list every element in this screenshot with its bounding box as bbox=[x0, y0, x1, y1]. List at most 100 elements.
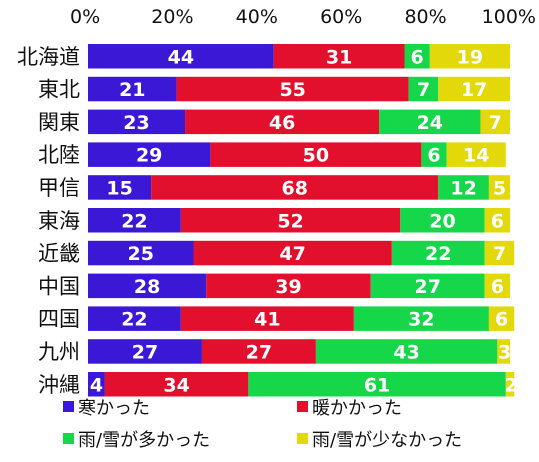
x-tick-label: 20% bbox=[151, 6, 193, 28]
data-label: 5 bbox=[493, 177, 506, 199]
data-label: 6 bbox=[411, 46, 424, 68]
bar-segment bbox=[88, 372, 105, 397]
data-label: 52 bbox=[277, 210, 303, 232]
bar-segment bbox=[484, 240, 515, 266]
data-label: 2 bbox=[504, 374, 517, 396]
bar-segment bbox=[88, 44, 274, 69]
bar-segment bbox=[404, 44, 430, 69]
bar-segment bbox=[88, 175, 152, 200]
bar-segment bbox=[104, 372, 249, 397]
data-label: 68 bbox=[282, 177, 308, 199]
data-label: 29 bbox=[136, 145, 162, 167]
data-label: 43 bbox=[393, 341, 419, 363]
data-label: 25 bbox=[128, 243, 154, 265]
data-label: 4 bbox=[90, 374, 103, 396]
data-label: 3 bbox=[498, 341, 511, 363]
bar-segment bbox=[180, 208, 401, 233]
data-label: 6 bbox=[495, 309, 508, 331]
bar-segment bbox=[315, 339, 498, 364]
data-label: 6 bbox=[491, 276, 504, 298]
bar-segment bbox=[88, 208, 181, 233]
bar-segment bbox=[88, 306, 181, 331]
bar-segment bbox=[193, 240, 392, 266]
data-label: 55 bbox=[279, 79, 305, 101]
data-label: 46 bbox=[269, 112, 295, 134]
bar-segment bbox=[206, 273, 371, 299]
data-label: 7 bbox=[489, 112, 502, 134]
data-label: 41 bbox=[254, 309, 280, 331]
bar-segment bbox=[88, 76, 177, 102]
bar-segment bbox=[379, 109, 481, 135]
x-tick-label: 0% bbox=[70, 6, 100, 28]
category-label: 東海 bbox=[38, 209, 80, 233]
legend-swatch bbox=[63, 401, 74, 412]
bar-segment bbox=[88, 273, 207, 299]
bar-segment bbox=[488, 175, 510, 200]
bar-segment bbox=[88, 109, 186, 135]
data-label: 50 bbox=[303, 145, 329, 167]
data-label: 28 bbox=[134, 276, 160, 298]
bar-segment bbox=[484, 208, 510, 233]
category-label: 関東 bbox=[38, 110, 80, 134]
bar-segment bbox=[484, 273, 510, 299]
bar-segment bbox=[180, 306, 354, 331]
bar-segment bbox=[488, 306, 515, 331]
bar-segment bbox=[480, 109, 510, 135]
bar-segment bbox=[438, 76, 510, 102]
data-label: 7 bbox=[493, 243, 506, 265]
data-label: 32 bbox=[408, 309, 434, 331]
data-label: 6 bbox=[491, 210, 504, 232]
bar-segment bbox=[151, 175, 439, 200]
data-label: 34 bbox=[163, 374, 189, 396]
category-label: 東北 bbox=[38, 78, 80, 102]
data-label: 31 bbox=[326, 46, 352, 68]
bar-segment bbox=[429, 44, 510, 69]
legend-label: 暖かかった bbox=[312, 398, 402, 419]
data-label: 21 bbox=[119, 79, 145, 101]
x-axis-ticks: 0% 20% 40% 60% 80% 100% bbox=[70, 6, 536, 28]
bar-segment bbox=[210, 142, 422, 167]
data-label: 27 bbox=[132, 341, 158, 363]
bar-segment bbox=[438, 175, 489, 200]
data-label: 24 bbox=[417, 112, 443, 134]
data-label: 7 bbox=[417, 79, 430, 101]
data-label: 23 bbox=[123, 112, 149, 134]
bar-segment bbox=[408, 76, 439, 102]
data-label: 61 bbox=[364, 374, 390, 396]
data-label: 27 bbox=[246, 341, 272, 363]
x-tick-label: 40% bbox=[236, 6, 278, 28]
bar-segment bbox=[185, 109, 380, 135]
x-tick-label: 100% bbox=[482, 6, 536, 28]
legend-label: 雨/雪が少なかった bbox=[312, 430, 462, 451]
legend-label: 雨/雪が多かった bbox=[78, 430, 210, 451]
category-label: 沖縄 bbox=[38, 373, 80, 397]
legend-label: 寒かった bbox=[78, 398, 150, 419]
bar-segment bbox=[88, 339, 202, 364]
bar-segment bbox=[248, 372, 506, 397]
data-label: 20 bbox=[429, 210, 455, 232]
category-label: 甲信 bbox=[38, 176, 80, 200]
data-label: 22 bbox=[425, 243, 451, 265]
category-label: 近畿 bbox=[38, 242, 80, 266]
bar-segment bbox=[176, 76, 409, 102]
legend-swatch bbox=[297, 401, 308, 412]
data-label: 15 bbox=[106, 177, 132, 199]
bar-segment bbox=[446, 142, 506, 167]
data-label: 44 bbox=[168, 46, 194, 68]
data-label: 19 bbox=[457, 46, 483, 68]
data-label: 12 bbox=[450, 177, 476, 199]
bar-segment bbox=[497, 339, 510, 364]
data-label: 47 bbox=[279, 243, 305, 265]
bar-segment bbox=[88, 142, 211, 167]
bar-segment bbox=[421, 142, 447, 167]
legend-swatch bbox=[297, 433, 308, 444]
data-label: 22 bbox=[121, 210, 147, 232]
data-label: 27 bbox=[414, 276, 440, 298]
category-label: 北海道 bbox=[17, 45, 80, 69]
legend-swatch bbox=[63, 433, 74, 444]
data-label: 6 bbox=[427, 145, 440, 167]
category-label: 四国 bbox=[38, 307, 80, 331]
